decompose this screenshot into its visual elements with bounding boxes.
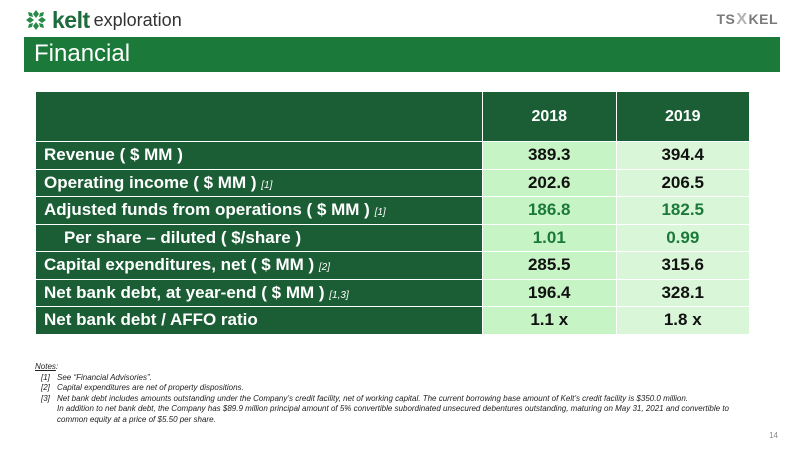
- cell-2018: 285.5: [482, 251, 617, 280]
- tsx-ticker-logo: TSXKEL: [716, 11, 778, 29]
- row-note-ref: [1,3]: [329, 289, 349, 301]
- cell-2018: 1.1 x: [482, 306, 617, 335]
- table-row: Adjusted funds from operations ( $ MM ) …: [35, 196, 750, 225]
- row-label-text: Adjusted funds from operations ( $ MM ): [44, 200, 370, 220]
- ticker-right: KEL: [748, 11, 778, 27]
- row-label-text: Net bank debt, at year-end ( $ MM ): [44, 282, 325, 302]
- cell-2018: 202.6: [482, 168, 617, 197]
- cell-2019: 0.99: [615, 223, 750, 252]
- row-label-text: Revenue ( $ MM ): [44, 145, 183, 165]
- cell-2019: 328.1: [615, 278, 750, 307]
- table-row: Net bank debt, at year-end ( $ MM ) [1,3…: [35, 278, 750, 307]
- header-2018: 2018: [482, 91, 617, 142]
- logo-name-bold: kelt: [52, 6, 90, 33]
- company-logo: kelt exploration: [24, 7, 182, 33]
- table-row: Net bank debt / AFFO ratio 1.1 x 1.8 x: [35, 306, 750, 335]
- footnote-number: [1]: [41, 372, 50, 382]
- ticker-left: TS: [716, 11, 736, 27]
- page-number: 14: [769, 431, 778, 440]
- cell-2018: 196.4: [482, 278, 617, 307]
- footnote-number: [2]: [41, 383, 50, 392]
- row-label: Net bank debt, at year-end ( $ MM ) [1,3…: [35, 278, 483, 307]
- financial-table: 2018 2019 Revenue ( $ MM ) 389.3 394.4 O…: [35, 91, 750, 335]
- footnote-text: Net bank debt includes amounts outstandi…: [57, 393, 688, 403]
- footnote-item: [2] Capital expenditures are net of prope…: [35, 383, 755, 394]
- cell-2018: 186.8: [482, 196, 617, 225]
- table-row: Per share – diluted ( $/share ) 1.01 0.9…: [35, 223, 750, 252]
- logo-mark-icon: [26, 10, 46, 30]
- slide-title: Financial: [34, 40, 131, 67]
- footnote-item: [1] See “Financial Advisories”.: [35, 373, 755, 384]
- footnote-continuation: In addition to net bank debt, the Compan…: [57, 404, 729, 424]
- cell-2019: 182.5: [615, 196, 750, 225]
- cell-2019: 1.8 x: [615, 306, 750, 335]
- footnotes: Notes: [1] See “Financial Advisories”. [2…: [35, 362, 755, 425]
- row-label: Operating income ( $ MM ) [1]: [35, 168, 483, 197]
- row-label: Adjusted funds from operations ( $ MM ) …: [35, 196, 483, 225]
- logo-name-rest: exploration: [93, 9, 182, 30]
- footnote-number: [3]: [41, 393, 50, 403]
- ticker-mid: X: [736, 11, 748, 28]
- row-label-text: Net bank debt / AFFO ratio: [44, 310, 258, 330]
- header-2019: 2019: [615, 91, 750, 142]
- header-blank-cell: [35, 91, 483, 142]
- row-note-ref: [1]: [374, 207, 386, 219]
- row-label-text: Capital expenditures, net ( $ MM ): [44, 255, 315, 275]
- table-row: Operating income ( $ MM ) [1] 202.6 206.…: [35, 168, 750, 197]
- row-label-text: Operating income ( $ MM ): [44, 172, 257, 192]
- cell-2019: 394.4: [615, 141, 750, 170]
- footnote-text: See “Financial Advisories”.: [57, 372, 152, 382]
- cell-2019: 206.5: [615, 168, 750, 197]
- row-label-text: Per share – diluted ( $/share ): [64, 227, 302, 247]
- row-label: Per share – diluted ( $/share ): [35, 223, 483, 252]
- row-note-ref: [2]: [318, 262, 331, 274]
- row-label: Net bank debt / AFFO ratio: [35, 306, 483, 335]
- notes-heading: Notes: [35, 362, 56, 371]
- table-header-row: 2018 2019: [35, 91, 750, 142]
- row-label: Capital expenditures, net ( $ MM ) [2]: [35, 251, 483, 280]
- cell-2018: 1.01: [482, 223, 617, 252]
- title-bar: Financial: [24, 37, 780, 72]
- table-row: Revenue ( $ MM ) 389.3 394.4: [35, 141, 750, 170]
- footnote-item: [3] Net bank debt includes amounts outsta…: [35, 394, 755, 405]
- footnote-text: Capital expenditures are net of property…: [57, 383, 244, 392]
- cell-2018: 389.3: [482, 141, 617, 170]
- row-note-ref: [1]: [261, 179, 273, 191]
- table-row: Capital expenditures, net ( $ MM ) [2] 2…: [35, 251, 750, 280]
- row-label: Revenue ( $ MM ): [35, 141, 483, 170]
- cell-2019: 315.6: [615, 251, 750, 280]
